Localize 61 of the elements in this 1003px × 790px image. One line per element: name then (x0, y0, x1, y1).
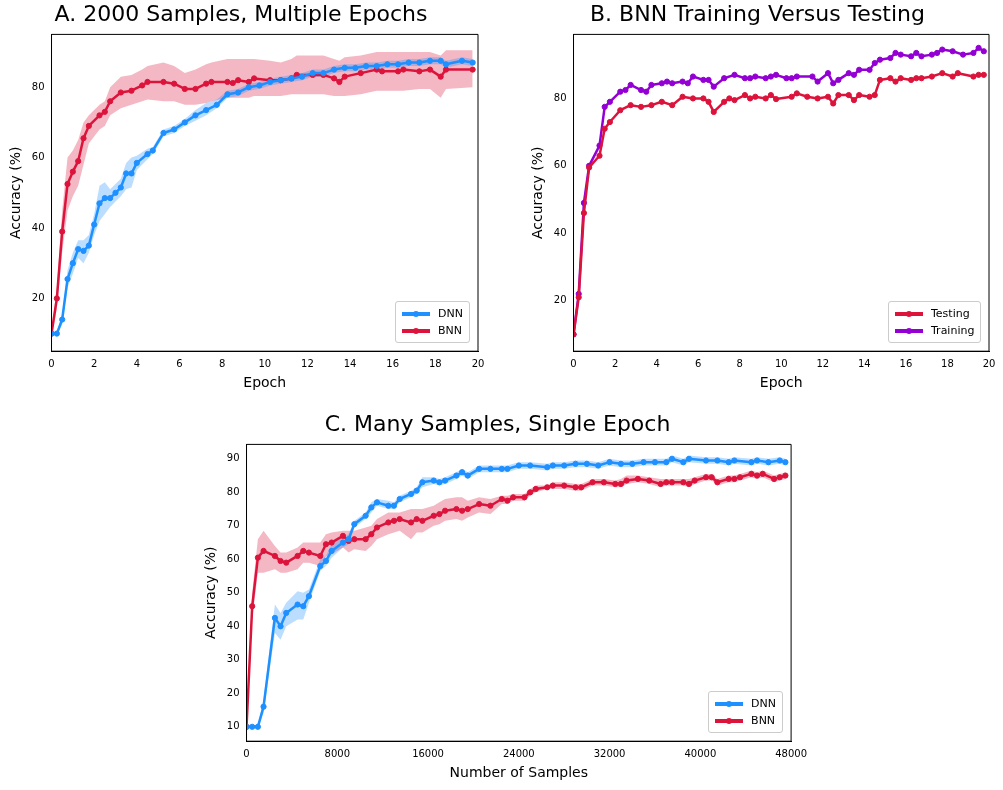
x-tick-label: 18 (941, 357, 954, 369)
x-tick-label: 12 (301, 357, 314, 369)
legend-label: BNN (438, 324, 463, 338)
x-tick-label: 40000 (684, 747, 717, 759)
y-tick-label: 80 (226, 485, 240, 497)
x-tick-label: 12 (816, 357, 830, 369)
y-tick-label: 50 (226, 586, 240, 598)
x-tick-label: 6 (176, 357, 183, 369)
y-tick-label: 20 (553, 294, 567, 306)
x-tick-label: 10 (774, 357, 788, 369)
y-tick-label: 10 (226, 720, 240, 732)
x-tick-label: 16000 (412, 747, 444, 759)
x-tick-label: 24000 (502, 747, 535, 759)
x-tick-label: 16 (386, 357, 400, 369)
y-tick-label: 40 (553, 226, 567, 238)
x-tick-label: 8 (736, 357, 743, 369)
y-tick-label: 40 (226, 619, 240, 631)
x-tick-label: 6 (694, 357, 702, 369)
x-tick-label: 4 (133, 357, 141, 369)
x-tick-label: 10 (258, 357, 272, 369)
x-tick-label: 48000 (775, 747, 807, 759)
y-tick-label: 80 (553, 92, 567, 104)
y-tick-label: 20 (31, 291, 45, 303)
chart-title: B. BNN Training Versus Testing (589, 0, 926, 26)
y-tick-label: 60 (226, 552, 240, 564)
x-tick-label: 2 (90, 357, 98, 369)
y-tick-label: 20 (226, 686, 240, 698)
legend-label: Testing (931, 307, 970, 321)
x-tick-label: 0 (243, 747, 250, 759)
y-axis-title: Accuracy (%) (529, 146, 546, 240)
y-axis-title: Accuracy (%) (7, 146, 24, 240)
y-axis-title: Accuracy (%) (202, 546, 219, 640)
y-tick-label: 80 (31, 80, 45, 92)
x-axis-title: Epoch (759, 374, 803, 391)
legend-label: BNN (751, 714, 776, 728)
x-tick-label: 18 (428, 357, 442, 369)
x-tick-label: 8000 (324, 747, 351, 759)
y-tick-label: 40 (31, 221, 45, 233)
y-tick-label: 90 (226, 452, 240, 464)
x-tick-label: 8 (218, 357, 226, 369)
x-axis-title: Number of Samples (449, 764, 589, 781)
x-tick-label: 14 (343, 357, 357, 369)
chart-title: C. Many Samples, Single Epoch (324, 410, 671, 436)
chart-title: A. 2000 Samples, Multiple Epochs (54, 0, 428, 26)
x-tick-label: 4 (653, 357, 660, 369)
x-tick-label: 16 (899, 357, 913, 369)
x-tick-label: 0 (48, 357, 55, 369)
legend-label: Training (931, 324, 975, 338)
y-tick-label: 60 (553, 159, 567, 171)
y-tick-label: 30 (226, 653, 240, 665)
x-tick-label: 20 (982, 357, 996, 369)
x-tick-label: 32000 (593, 747, 626, 759)
x-tick-label: 14 (857, 357, 871, 369)
x-axis-title: Epoch (243, 374, 287, 391)
y-tick-label: 60 (31, 151, 45, 163)
x-tick-label: 0 (570, 357, 577, 369)
x-tick-label: 20 (471, 357, 485, 369)
legend-label: DNN (751, 697, 777, 711)
legend-label: DNN (438, 307, 463, 321)
x-tick-label: 2 (611, 357, 619, 369)
y-tick-label: 70 (226, 519, 240, 531)
